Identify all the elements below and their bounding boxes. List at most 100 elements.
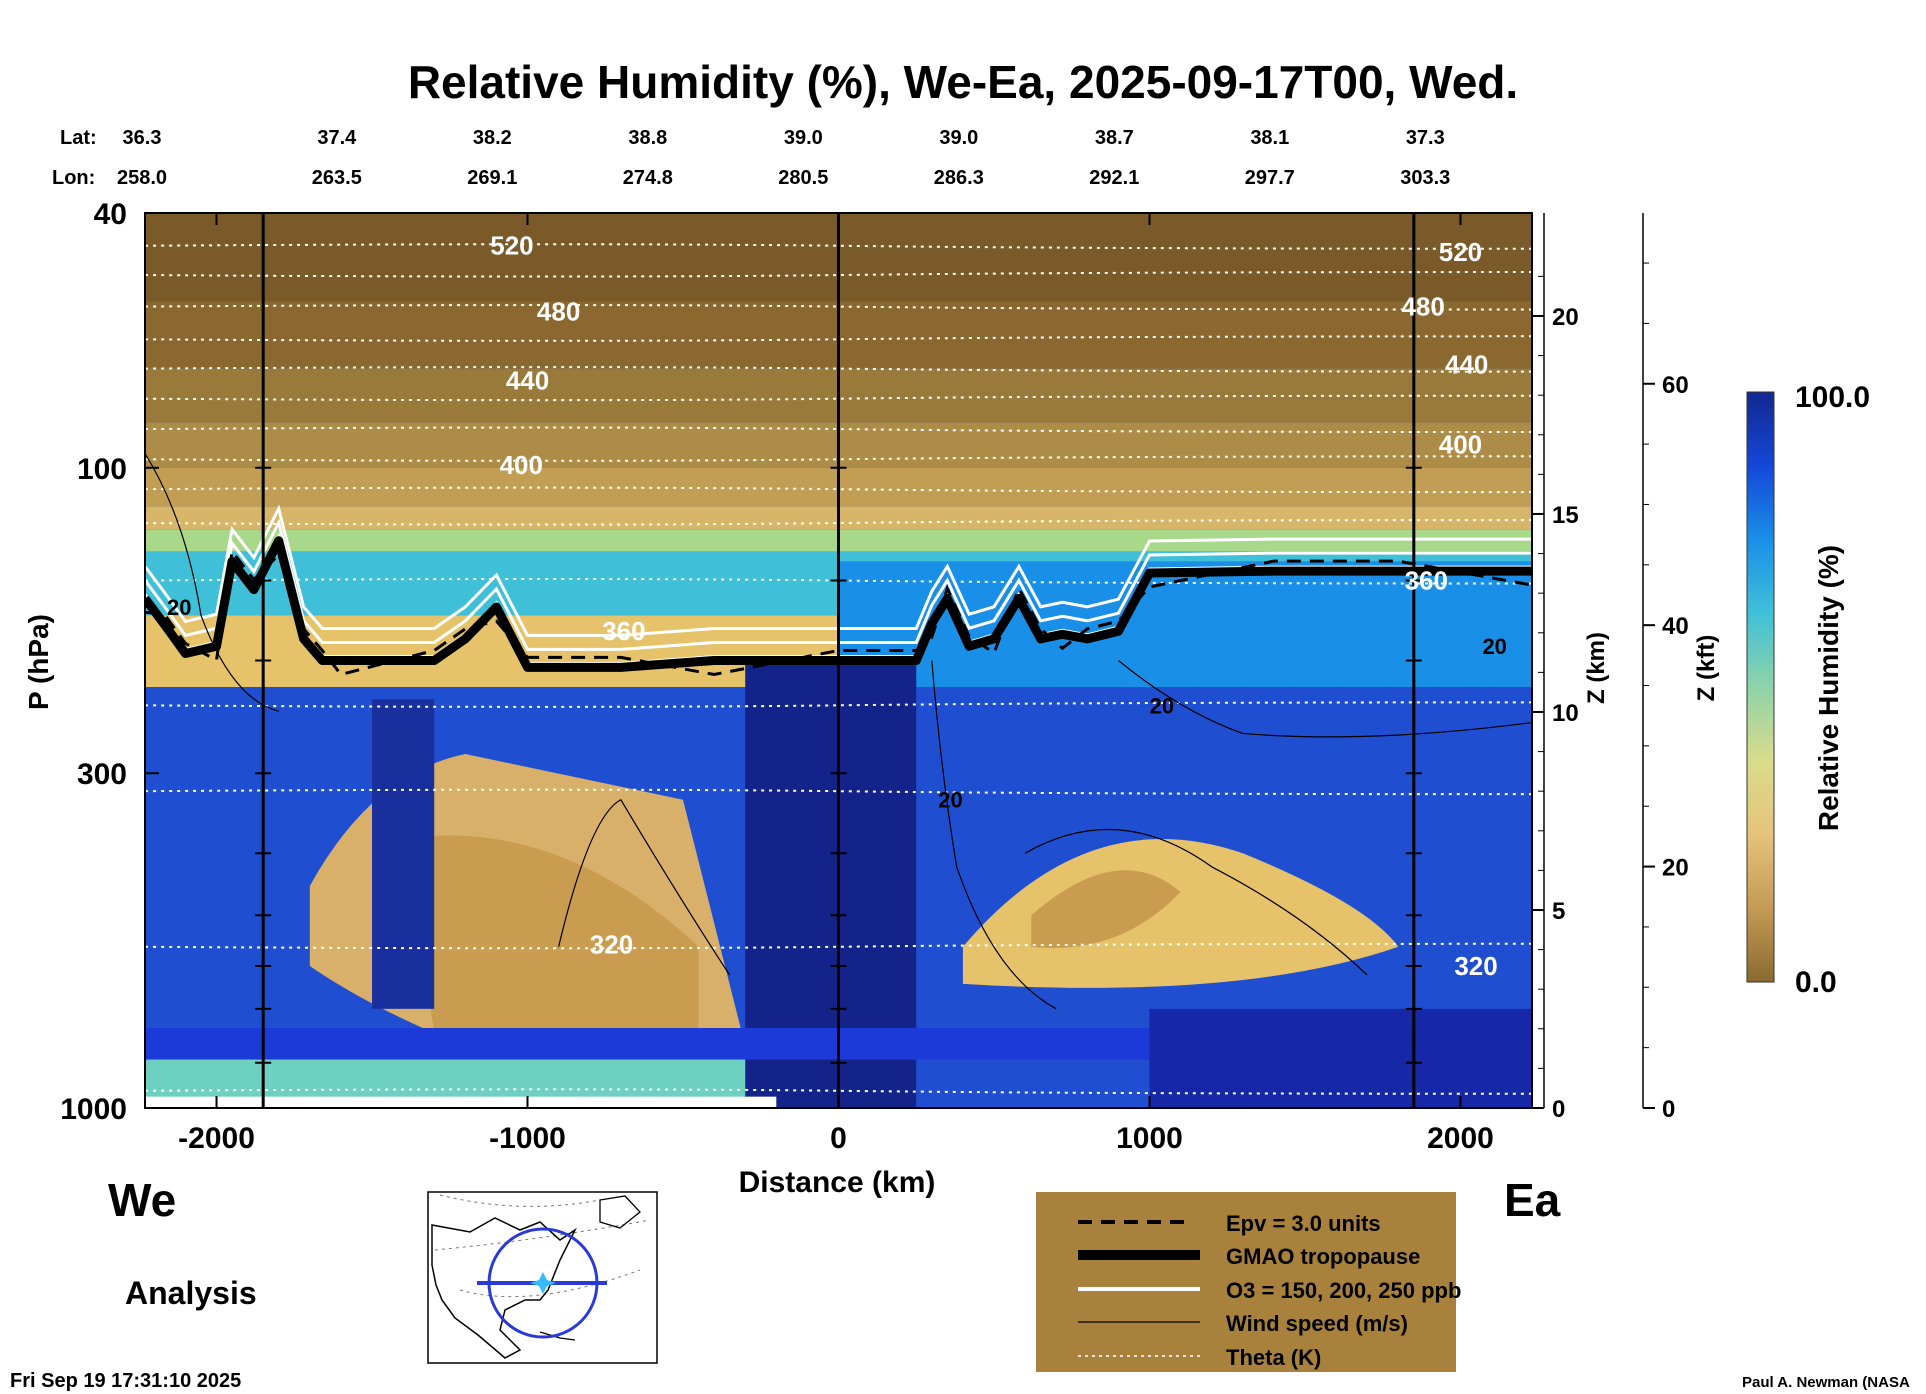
z-kft-tick-label: 40 [1662, 613, 1689, 640]
wind-contour [558, 798, 731, 976]
lat-lon-header: Lat: Lon: 36.3 258.0 37.4 263.5 38.2 269.1 38.… [52, 127, 1450, 189]
theta-line [145, 335, 1532, 342]
theta-label: 440 [506, 365, 549, 395]
theta-line [145, 366, 1532, 373]
z-km-tick-label: 5 [1552, 898, 1565, 925]
y-axis: 40 100 300 1000 [60, 198, 159, 1126]
z-kft-axis-label: Z (kft) [1693, 635, 1720, 702]
lat-value: 39.0 [939, 127, 978, 149]
ozone-line [145, 518, 1532, 651]
x-tick-label: -2000 [178, 1122, 255, 1155]
wind-contour [1118, 660, 1532, 738]
theta-line [145, 942, 1532, 950]
legend-item-epv: Epv = 3.0 units [1226, 1211, 1381, 1236]
lat-value: 38.7 [1095, 127, 1134, 149]
product-label: Analysis [125, 1275, 257, 1311]
east-label: Ea [1504, 1174, 1561, 1226]
x-tick-label: 1000 [1116, 1122, 1183, 1155]
theta-line [145, 701, 1532, 708]
theta-line [145, 578, 1532, 585]
epv-line [145, 547, 1532, 677]
legend-item-tropopause: GMAO tropopause [1226, 1244, 1420, 1269]
y-axis-label: P (hPa) [23, 614, 54, 710]
theta-line [145, 519, 1532, 526]
theta-label: 480 [1401, 292, 1444, 322]
wind-contour [1024, 828, 1368, 976]
z-km-axis: 0 5 10 15 20 [1532, 213, 1579, 1123]
wind-contours [145, 453, 1532, 1010]
chart-title: Relative Humidity (%), We-Ea, 2025-09-17… [408, 56, 1518, 108]
lon-value: 303.3 [1400, 167, 1450, 189]
lat-value: 38.8 [628, 127, 667, 149]
theta-line [145, 455, 1532, 462]
theta-lines [145, 243, 1532, 1095]
locator-map [427, 1191, 658, 1364]
theta-line [145, 271, 1532, 278]
y-tick-label: 300 [77, 758, 127, 791]
z-kft-axis: 0 20 40 60 [1642, 213, 1689, 1123]
colorbar: 100.0 0.0 Relative Humidity (%) [1746, 381, 1870, 999]
z-kft-tick-label: 60 [1662, 372, 1689, 399]
station-lines [255, 213, 1422, 1108]
wind-contour [145, 453, 279, 712]
theta-label: 480 [537, 296, 580, 326]
map-coastline [431, 1217, 577, 1359]
theta-label: 400 [1439, 430, 1482, 460]
theta-label: 440 [1445, 350, 1488, 380]
contour-labels: 5204804404003603205204804404003603202020… [167, 231, 1507, 981]
wind-label: 20 [1482, 634, 1506, 659]
legend-item-ozone: O3 = 150, 200, 250 ppb [1226, 1278, 1461, 1303]
wind-label: 20 [167, 595, 191, 620]
wind-contour [931, 660, 1057, 1010]
below-ground [145, 1096, 777, 1108]
west-dry-core [403, 835, 699, 1032]
east-dry-slab [962, 838, 1399, 988]
legend: Epv = 3.0 units GMAO tropopause O3 = 150… [1036, 1192, 1461, 1372]
lat-value: 37.4 [317, 127, 357, 149]
z-km-tick-label: 15 [1552, 502, 1579, 529]
x-axis: -2000 -1000 0 1000 2000 [178, 213, 1494, 1155]
theta-line [145, 243, 1532, 250]
lon-value: 269.1 [467, 167, 517, 189]
map-center-star-icon [530, 1272, 556, 1294]
z-kft-tick-label: 0 [1662, 1096, 1675, 1123]
east-dry-core [1031, 870, 1181, 949]
lon-label: Lon: [52, 167, 95, 189]
lon-value: 292.1 [1089, 167, 1139, 189]
x-tick-label: 2000 [1427, 1122, 1494, 1155]
lat-value: 38.2 [473, 127, 512, 149]
lon-value: 297.7 [1245, 167, 1295, 189]
tropopause-line [145, 536, 1532, 672]
theta-label: 520 [490, 231, 533, 261]
lat-value: 38.1 [1250, 127, 1289, 149]
y-tick-label: 40 [94, 198, 127, 231]
lat-value: 39.0 [784, 127, 823, 149]
theta-line [145, 426, 1532, 434]
map-caribbean [539, 1331, 576, 1341]
colorbar-max: 100.0 [1795, 381, 1870, 414]
lon-value: 280.5 [778, 167, 828, 189]
surface-band-east [1149, 1008, 1532, 1108]
theta-label: 360 [1405, 566, 1448, 596]
wind-label: 20 [1150, 693, 1174, 718]
z-km-tick-label: 20 [1552, 304, 1579, 331]
theta-label: 320 [1454, 951, 1497, 981]
lat-value: 37.3 [1406, 127, 1445, 149]
lon-value: 263.5 [312, 167, 362, 189]
legend-item-theta: Theta (K) [1226, 1345, 1321, 1370]
lat-value: 36.3 [123, 127, 162, 149]
moist-column [372, 699, 435, 1009]
lat-label: Lat: [60, 127, 97, 149]
x-axis-label: Distance (km) [739, 1166, 936, 1199]
z-km-tick-label: 10 [1552, 700, 1579, 727]
z-km-axis-label: Z (km) [1583, 632, 1610, 704]
ozone-line [145, 504, 1532, 637]
theta-label: 400 [500, 450, 543, 480]
timestamp: Fri Sep 19 17:31:10 2025 [10, 1370, 241, 1392]
theta-line [145, 486, 1532, 494]
theta-line [145, 1088, 1532, 1095]
theta-label: 520 [1439, 237, 1482, 267]
map-greenland [599, 1195, 641, 1229]
y-tick-label: 100 [77, 453, 127, 486]
